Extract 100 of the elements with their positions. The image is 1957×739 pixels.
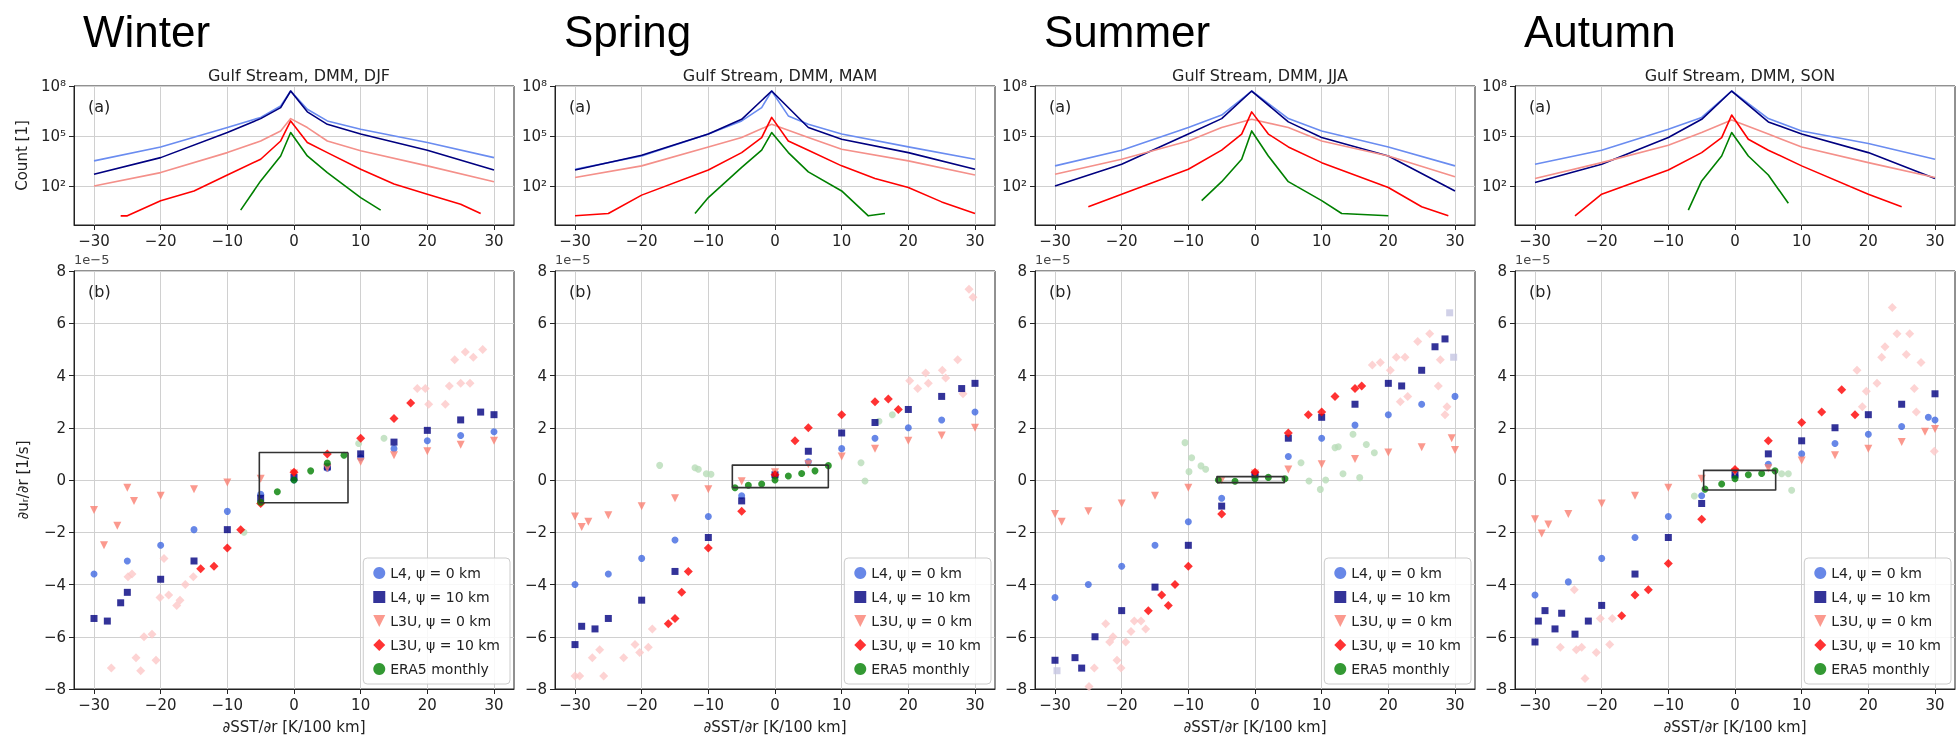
y-tick-label: −8: [1004, 680, 1027, 698]
y-tick-label: 10⁵: [1001, 126, 1027, 145]
x-tick-label: 20: [417, 231, 437, 250]
y-tick-label: 4: [56, 366, 66, 385]
x-tick-label: −10: [1652, 695, 1685, 714]
y-tick-label: 8: [1497, 262, 1507, 280]
legend-label: L3U, ψ = 10 km: [1351, 637, 1461, 653]
legend-label: L4, ψ = 0 km: [1351, 565, 1442, 581]
x-tick-label: 20: [898, 231, 918, 250]
x-tick-label: 0: [289, 695, 299, 714]
x-tick-label: 0: [770, 695, 780, 714]
y-tick-label: −6: [43, 627, 66, 646]
x-tick-label: 10: [351, 231, 371, 250]
legend-label: ERA5 monthly: [871, 661, 970, 677]
y-tick-label: 6: [1017, 314, 1027, 333]
chart-title: Spring: [564, 6, 692, 56]
x-tick-label: 0: [1250, 695, 1260, 714]
y-tick-label: 10²: [1481, 176, 1507, 195]
y-tick-label: 10²: [521, 176, 547, 195]
y-tick-label: 0: [1497, 471, 1507, 489]
chart-subtitle: Gulf Stream, DMM, JJA: [1172, 65, 1349, 85]
y-tick-label: 8: [56, 262, 66, 280]
x-tick-label: 30: [1925, 231, 1945, 250]
legend-label: ERA5 monthly: [1831, 661, 1930, 677]
x-tick-label: −20: [625, 695, 658, 714]
x-tick-label: 10: [1312, 231, 1332, 250]
x-tick-label: 10: [1792, 695, 1812, 714]
chart-title: Autumn: [1524, 6, 1676, 56]
annotation: (b): [1049, 281, 1072, 301]
legend-label: L3U, ψ = 10 km: [871, 637, 981, 653]
chart-subtitle: Gulf Stream, DMM, DJF: [207, 65, 391, 85]
y-tick-label: 10⁸: [521, 77, 547, 95]
annotation: (b): [1529, 281, 1552, 301]
y-tick-label: 8: [537, 262, 547, 280]
x-tick-label: 10: [832, 231, 852, 250]
x-tick-label: 20: [417, 695, 437, 714]
y-tick-label: −6: [1484, 627, 1507, 646]
x-tick-label: −30: [1039, 695, 1071, 714]
y-tick-label: 10⁸: [1001, 77, 1027, 95]
x-axis-title: ∂SST/∂r [K/100 km]: [1183, 717, 1327, 736]
x-tick-label: 20: [898, 695, 918, 714]
x-tick-label: −30: [1519, 231, 1551, 250]
y-tick-label: 2: [1497, 418, 1507, 437]
x-tick-label: −10: [211, 231, 244, 250]
x-tick-label: 0: [1730, 231, 1740, 250]
x-tick-label: 10: [351, 695, 371, 714]
chart-subtitle: Gulf Stream, DMM, SON: [1644, 65, 1836, 85]
y-tick-label: −6: [524, 627, 547, 646]
x-tick-label: 20: [1378, 231, 1398, 250]
y-tick-label: −2: [524, 523, 547, 542]
y-tick-label: −2: [43, 523, 66, 542]
y-tick-label: −4: [43, 575, 66, 594]
y-axis-title: ∂uᵣ/∂r [1/s]: [13, 440, 32, 520]
x-tick-label: 10: [1792, 231, 1812, 250]
y-tick-label: 10⁵: [40, 126, 66, 145]
x-tick-label: −20: [1105, 695, 1138, 714]
x-tick-label: 10: [832, 695, 852, 714]
x-tick-label: −30: [1519, 695, 1551, 714]
y-tick-label: −4: [524, 575, 547, 594]
y-tick-label: −4: [1484, 575, 1507, 594]
y-tick-label: −8: [524, 680, 547, 698]
annotation: (a): [1529, 96, 1552, 116]
legend-label: ERA5 monthly: [1351, 661, 1450, 677]
y-tick-label: −6: [1004, 627, 1027, 646]
x-tick-label: 20: [1858, 231, 1878, 250]
x-tick-label: 0: [1250, 231, 1260, 250]
legend-label: L4, ψ = 0 km: [390, 565, 481, 581]
annotation: (b): [569, 281, 592, 301]
text: 1e−5: [74, 252, 110, 267]
y-tick-label: −4: [1004, 575, 1027, 594]
x-tick-label: 20: [1858, 695, 1878, 714]
y-tick-label: 10²: [1001, 176, 1027, 195]
legend-label: L3U, ψ = 0 km: [1831, 613, 1933, 629]
legend-label: L4, ψ = 10 km: [871, 589, 971, 605]
x-tick-label: 30: [1445, 231, 1465, 250]
x-tick-label: −10: [211, 695, 244, 714]
y-tick-label: 6: [537, 314, 547, 333]
y-tick-label: 4: [1497, 366, 1507, 385]
annotation: (b): [88, 281, 111, 301]
y-tick-label: 8: [1017, 262, 1027, 280]
x-tick-label: 30: [1925, 695, 1945, 714]
annotation: (a): [569, 96, 592, 116]
y-tick-label: 10⁵: [521, 126, 547, 145]
x-tick-label: −20: [144, 695, 177, 714]
y-tick-label: 0: [1017, 471, 1027, 489]
legend-label: L4, ψ = 0 km: [1831, 565, 1922, 581]
annotation: (a): [1049, 96, 1072, 116]
x-tick-label: 0: [1730, 695, 1740, 714]
y-tick-label: 10⁵: [1481, 126, 1507, 145]
text: 1e−5: [1035, 252, 1071, 267]
legend-label: L4, ψ = 0 km: [871, 565, 962, 581]
legend-label: L4, ψ = 10 km: [390, 589, 490, 605]
x-tick-label: 0: [289, 231, 299, 250]
x-tick-label: 30: [965, 231, 985, 250]
x-tick-label: −20: [1585, 695, 1618, 714]
chart-title: Winter: [83, 6, 211, 56]
y-tick-label: 6: [56, 314, 66, 333]
x-tick-label: −30: [78, 231, 110, 250]
x-axis-title: ∂SST/∂r [K/100 km]: [1663, 717, 1807, 736]
x-tick-label: −20: [1105, 231, 1138, 250]
